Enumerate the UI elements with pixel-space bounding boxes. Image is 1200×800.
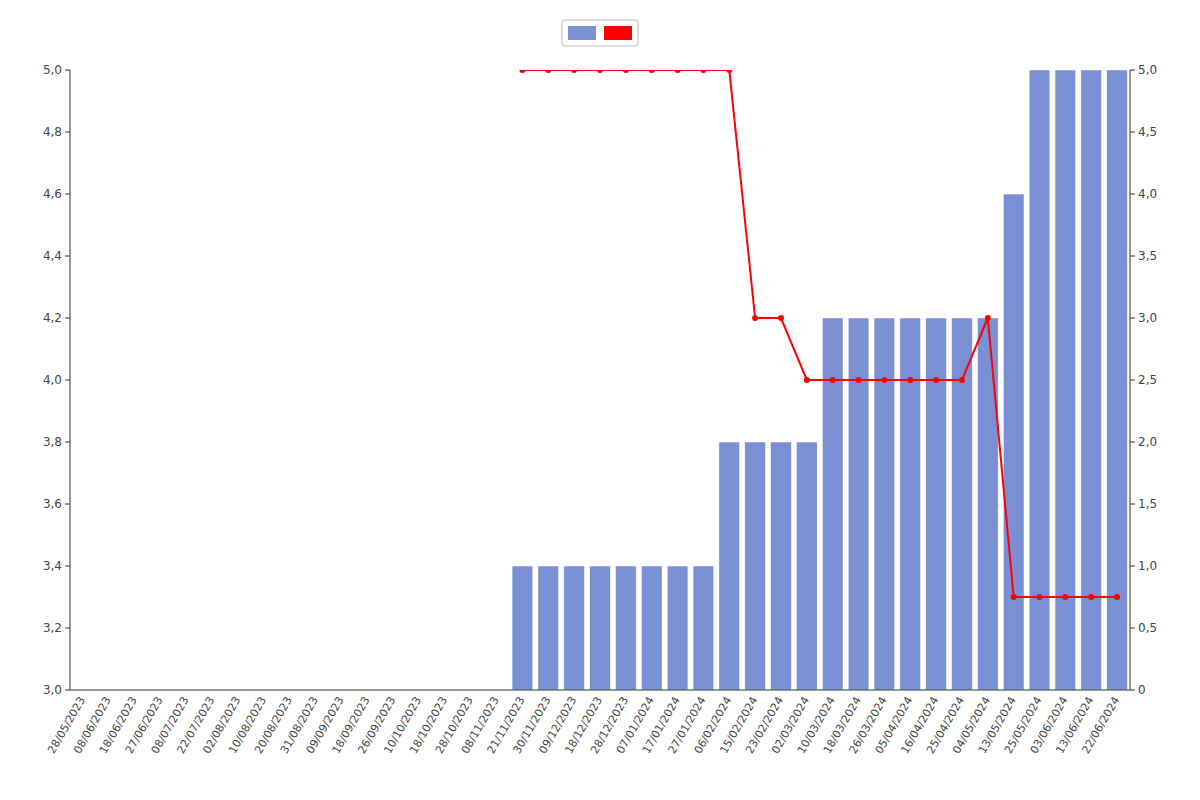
line-marker [881, 377, 887, 383]
line-marker [1114, 594, 1120, 600]
y2-tick [1130, 70, 1135, 71]
y-tick-label: 4,6 [43, 187, 62, 201]
line-marker [700, 70, 706, 73]
y-tick-label: 4,2 [43, 311, 62, 325]
y-tick [65, 690, 70, 691]
bar [848, 318, 869, 690]
x-tick-label: 22/06/2024 [1079, 695, 1122, 756]
bar [926, 318, 947, 690]
bar [1003, 194, 1024, 690]
y2-tick [1130, 256, 1135, 257]
line-marker [1062, 594, 1068, 600]
line-marker [933, 377, 939, 383]
y2-tick-label: 0 [1138, 683, 1146, 697]
line-marker [623, 70, 629, 73]
y-tick-label: 3,8 [43, 435, 62, 449]
y2-tick [1130, 380, 1135, 381]
line-marker [597, 70, 603, 73]
y2-tick-label: 4,0 [1138, 187, 1157, 201]
y2-tick [1130, 442, 1135, 443]
y2-tick [1130, 132, 1135, 133]
y-tick-label: 3,6 [43, 497, 62, 511]
line-marker [778, 315, 784, 321]
y-tick-label: 4,4 [43, 249, 62, 263]
y-tick-label: 3,0 [43, 683, 62, 697]
y-tick-label: 3,4 [43, 559, 62, 573]
bar [616, 566, 637, 690]
legend-frame [562, 20, 638, 46]
line-marker [571, 70, 577, 73]
line-marker [675, 70, 681, 73]
line-marker [1037, 594, 1043, 600]
y-tick [65, 442, 70, 443]
line-marker [985, 315, 991, 321]
line-marker [804, 377, 810, 383]
bar [641, 566, 662, 690]
y2-tick-label: 4,5 [1138, 125, 1157, 139]
line [522, 70, 1117, 597]
y-tick [65, 380, 70, 381]
y-tick [65, 318, 70, 319]
x-axis-line [70, 690, 1130, 691]
y2-tick-label: 0,5 [1138, 621, 1157, 635]
legend-swatch [604, 26, 632, 40]
plot-area [512, 70, 1127, 690]
y2-tick-label: 5,0 [1138, 63, 1157, 77]
line-marker [1088, 594, 1094, 600]
bar [900, 318, 921, 690]
y-tick-label: 4,0 [43, 373, 62, 387]
bar [822, 318, 843, 690]
y-tick [65, 132, 70, 133]
line-marker [752, 315, 758, 321]
y-tick [65, 256, 70, 257]
y-tick [65, 504, 70, 505]
line-marker [907, 377, 913, 383]
y-tick [65, 194, 70, 195]
bar [874, 318, 895, 690]
y2-tick-label: 2,0 [1138, 435, 1157, 449]
y2-tick [1130, 690, 1135, 691]
y2-tick [1130, 194, 1135, 195]
y-tick-label: 5,0 [43, 63, 62, 77]
bar [745, 442, 766, 690]
bar [564, 566, 585, 690]
bar [977, 318, 998, 690]
line-marker [649, 70, 655, 73]
line-marker [519, 70, 525, 73]
bar [719, 442, 740, 690]
y2-tick [1130, 318, 1135, 319]
bar [667, 566, 688, 690]
y2-tick [1130, 566, 1135, 567]
y2-tick-label: 3,0 [1138, 311, 1157, 325]
y2-tick-label: 1,5 [1138, 497, 1157, 511]
line-marker [545, 70, 551, 73]
y-tick [65, 566, 70, 567]
line-marker [1011, 594, 1017, 600]
line-marker [726, 70, 732, 73]
y2-tick [1130, 628, 1135, 629]
line-marker [959, 377, 965, 383]
bar [590, 566, 611, 690]
chart: 3,0 3,2 3,4 3,6 3,8 4,0 4,2 4,4 4,6 4,8 5,0 0 0,5 1,0… [0, 0, 1200, 800]
y-tick-label: 4,8 [43, 125, 62, 139]
y-tick-label: 3,2 [43, 621, 62, 635]
legend-swatch [568, 26, 596, 40]
legend [562, 20, 638, 46]
y-tick [65, 70, 70, 71]
y2-tick-label: 3,5 [1138, 249, 1157, 263]
line-marker [830, 377, 836, 383]
bar [771, 442, 792, 690]
y2-tick-label: 2,5 [1138, 373, 1157, 387]
y-tick [65, 628, 70, 629]
y2-tick [1130, 504, 1135, 505]
bar [538, 566, 559, 690]
bar [952, 318, 973, 690]
bar [512, 566, 533, 690]
bar [796, 442, 817, 690]
y2-tick-label: 1,0 [1138, 559, 1157, 573]
bar [693, 566, 714, 690]
line-marker [856, 377, 862, 383]
